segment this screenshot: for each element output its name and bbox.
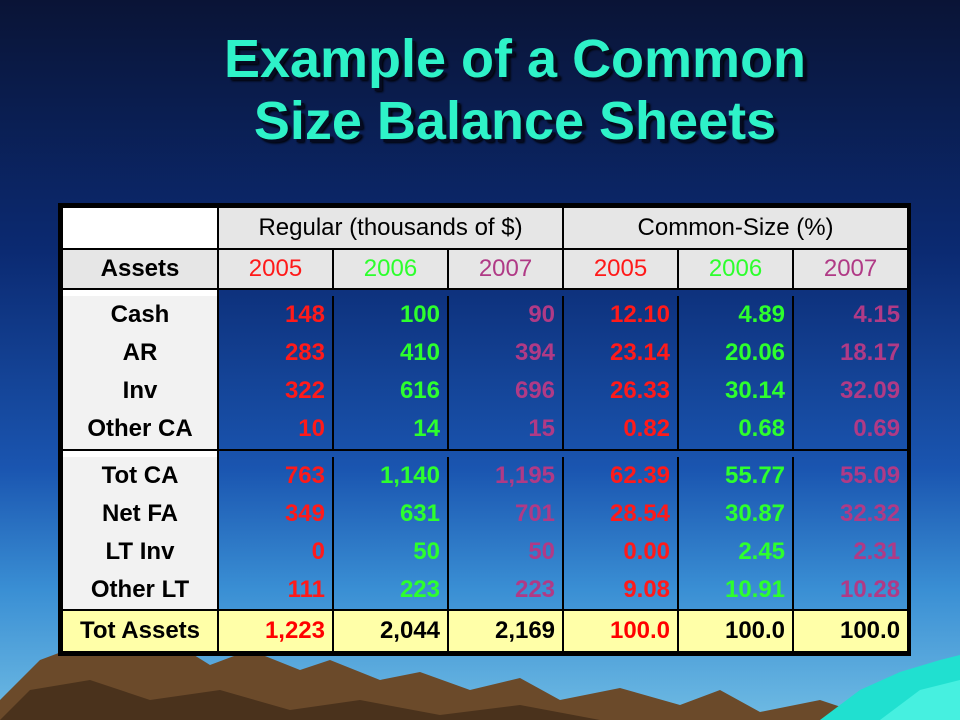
slide-title: Example of a Common Size Balance Sheets [95, 28, 935, 152]
table-cell: 616 [332, 372, 449, 411]
table-cell: 15 [446, 410, 565, 450]
table-cell: 12.10 [562, 296, 680, 335]
spacer-cell [61, 288, 219, 297]
table-cell: 100.0 [562, 608, 680, 654]
row-label: Net FA [61, 494, 219, 533]
row-label: Cash [61, 296, 219, 335]
table-cell: 701 [446, 494, 565, 533]
table-cell: 32.09 [792, 372, 910, 411]
assets-header: Assets [61, 248, 219, 291]
table-cell: 50 [332, 532, 449, 571]
table-cell: 2,169 [446, 608, 565, 654]
year-header: 2007 [446, 248, 565, 291]
table-cell: 1,223 [217, 608, 334, 654]
table-cell: 0.00 [562, 532, 680, 571]
row-spacer [61, 288, 910, 297]
year-header: 2005 [562, 248, 680, 291]
table-cell: 4.89 [677, 296, 795, 335]
year-header: 2005 [217, 248, 334, 291]
table-row: AR 283 410 394 23.14 20.06 18.17 [61, 334, 910, 373]
table-cell: 349 [217, 494, 334, 533]
table-cell: 9.08 [562, 570, 680, 610]
table-cell: 0.82 [562, 410, 680, 450]
table-row: LT Inv 0 50 50 0.00 2.45 2.31 [61, 532, 910, 571]
table-cell: 14 [332, 410, 449, 450]
table-cell: 394 [446, 334, 565, 373]
header-corner [61, 205, 219, 251]
table-cell: 283 [217, 334, 334, 373]
spacer-cell [216, 448, 910, 457]
table-cell: 10 [217, 410, 334, 450]
table-cell: 0.69 [792, 410, 910, 450]
table-cell: 0.68 [677, 410, 795, 450]
table-cell: 0 [217, 532, 334, 571]
total-row: Tot Assets 1,223 2,044 2,169 100.0 100.0… [61, 608, 910, 654]
table-cell: 631 [332, 494, 449, 533]
table-cell: 696 [446, 372, 565, 411]
row-label: Inv [61, 372, 219, 411]
table-row: Cash 148 100 90 12.10 4.89 4.15 [61, 296, 910, 335]
table-cell: 20.06 [677, 334, 795, 373]
table-cell: 26.33 [562, 372, 680, 411]
table-cell: 10.91 [677, 570, 795, 610]
table-cell: 23.14 [562, 334, 680, 373]
table-row: Other LT 111 223 223 9.08 10.91 10.28 [61, 570, 910, 610]
table-cell: 30.87 [677, 494, 795, 533]
title-line-2: Size Balance Sheets [253, 91, 777, 151]
row-label: LT Inv [61, 532, 219, 571]
table-cell: 2.31 [792, 532, 910, 571]
table-cell: 763 [217, 456, 334, 495]
table-cell: 1,195 [446, 456, 565, 495]
table-cell: 111 [217, 570, 334, 610]
table-cell: 10.28 [792, 570, 910, 610]
row-label: Tot Assets [61, 608, 219, 654]
table-cell: 28.54 [562, 494, 680, 533]
table-cell: 50 [446, 532, 565, 571]
row-label: Other LT [61, 570, 219, 610]
table-cell: 100 [332, 296, 449, 335]
group-header-row: Regular (thousands of $) Common-Size (%) [61, 205, 910, 251]
year-header: 2006 [677, 248, 795, 291]
year-header: 2007 [792, 248, 910, 291]
table-row: Tot CA 763 1,140 1,195 62.39 55.77 55.09 [61, 456, 910, 495]
row-label: Other CA [61, 410, 219, 450]
table-cell: 4.15 [792, 296, 910, 335]
row-label: Tot CA [61, 456, 219, 495]
table-cell: 223 [332, 570, 449, 610]
row-label: AR [61, 334, 219, 373]
group-header-regular: Regular (thousands of $) [216, 205, 565, 251]
table-cell: 100.0 [677, 608, 795, 654]
table-cell: 2,044 [332, 608, 449, 654]
balance-sheet-table: Regular (thousands of $) Common-Size (%)… [58, 203, 911, 656]
table-cell: 322 [217, 372, 334, 411]
table-cell: 1,140 [332, 456, 449, 495]
spacer-cell [216, 288, 910, 297]
spacer-cell [61, 448, 219, 457]
table-cell: 148 [217, 296, 334, 335]
table-row: Other CA 10 14 15 0.82 0.68 0.69 [61, 410, 910, 450]
table-cell: 32.32 [792, 494, 910, 533]
year-header-row: Assets 2005 2006 2007 2005 2006 2007 [61, 248, 910, 291]
group-header-common-size: Common-Size (%) [562, 205, 910, 251]
table-row: Inv 322 616 696 26.33 30.14 32.09 [61, 372, 910, 411]
table-cell: 2.45 [677, 532, 795, 571]
table-cell: 223 [446, 570, 565, 610]
table-cell: 100.0 [792, 608, 910, 654]
row-spacer [61, 448, 910, 457]
year-header: 2006 [332, 248, 449, 291]
table-cell: 30.14 [677, 372, 795, 411]
table-cell: 90 [446, 296, 565, 335]
table-cell: 62.39 [562, 456, 680, 495]
table-cell: 18.17 [792, 334, 910, 373]
table-row: Net FA 349 631 701 28.54 30.87 32.32 [61, 494, 910, 533]
table-cell: 55.09 [792, 456, 910, 495]
table-cell: 55.77 [677, 456, 795, 495]
title-line-1: Example of a Common [223, 29, 807, 89]
table-cell: 410 [332, 334, 449, 373]
